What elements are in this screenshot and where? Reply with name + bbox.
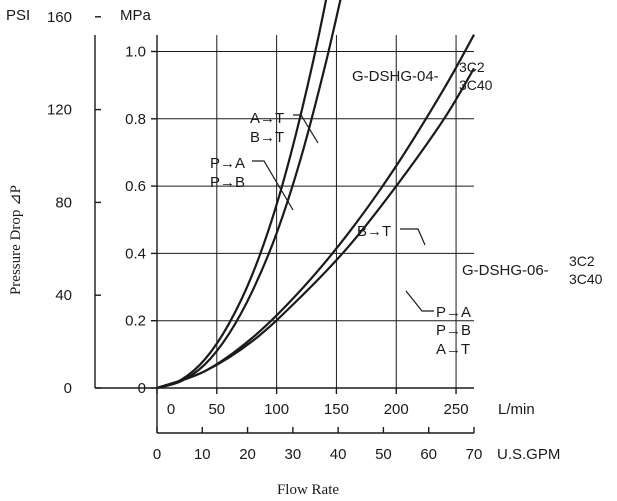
gpm-tick-label: 50 bbox=[375, 446, 392, 463]
grid bbox=[157, 35, 474, 388]
curves bbox=[156, 0, 475, 390]
model-06-variant-1: 3C2 bbox=[569, 253, 595, 269]
label-06-p-a: P→A bbox=[436, 304, 471, 321]
label-06-p-b: P→B bbox=[436, 322, 471, 339]
gpm-tick-label: 20 bbox=[239, 446, 256, 463]
leader-04-p-a bbox=[252, 160, 294, 211]
psi-tick-label: 0 bbox=[64, 380, 72, 397]
lmin-tick-label: 250 bbox=[444, 401, 469, 418]
x-axis-title: Flow Rate bbox=[277, 482, 339, 498]
label-04-a-t: A→T bbox=[250, 110, 284, 127]
model-04-variant-2: 3C40 bbox=[459, 77, 493, 93]
leader-04-a-t bbox=[293, 114, 319, 144]
label-06-b-t: B→T bbox=[357, 223, 391, 240]
psi-tick-label: 80 bbox=[55, 194, 72, 211]
mpa-tick-label: 0.4 bbox=[125, 245, 146, 262]
lmin-tick-label: 100 bbox=[264, 401, 289, 418]
axes bbox=[94, 16, 475, 434]
curve-06-b-t bbox=[156, 34, 475, 390]
gpm-tick-label: 0 bbox=[153, 446, 161, 463]
label-04-p-b: P→B bbox=[210, 174, 245, 191]
lmin-tick-label: 150 bbox=[324, 401, 349, 418]
model-04-prefix: G-DSHG-04- bbox=[352, 68, 439, 85]
y-axis-title: Pressure Drop ⊿P bbox=[8, 185, 24, 295]
mpa-tick-label: 1.0 bbox=[125, 44, 146, 61]
label-06-a-t: A→T bbox=[436, 341, 470, 358]
gpm-tick-label: 70 bbox=[466, 446, 483, 463]
mpa-tick-label: 0.2 bbox=[125, 313, 146, 330]
label-04-p-a: P→A bbox=[210, 155, 245, 172]
model-04-variant-1: 3C2 bbox=[459, 59, 485, 75]
leader-06-b-t bbox=[400, 228, 426, 246]
leader-06-p-a bbox=[405, 290, 434, 312]
gpm-tick-label: 60 bbox=[420, 446, 437, 463]
psi-tick-label: 120 bbox=[47, 102, 72, 119]
label-04-b-t: B→T bbox=[250, 129, 284, 146]
psi-tick-label: 160 bbox=[47, 9, 72, 26]
model-06-variant-2: 3C40 bbox=[569, 271, 603, 287]
mpa-tick-label: 0 bbox=[138, 380, 146, 397]
label-leaders bbox=[252, 114, 434, 312]
x-axis-secondary-unit: U.S.GPM bbox=[497, 446, 560, 463]
mpa-tick-label: 0.6 bbox=[125, 178, 146, 195]
curve-06-p-a-p-b-a-t bbox=[156, 67, 475, 390]
gpm-tick-label: 10 bbox=[194, 446, 211, 463]
tick-labels: 0408012016020000.20.40.60.81.01.21.40501… bbox=[47, 9, 483, 463]
model-06-prefix: G-DSHG-06- bbox=[462, 262, 549, 279]
gpm-tick-label: 30 bbox=[285, 446, 302, 463]
lmin-tick-label: 0 bbox=[167, 401, 175, 418]
lmin-tick-label: 50 bbox=[208, 401, 225, 418]
gpm-tick-label: 40 bbox=[330, 446, 347, 463]
mpa-tick-label: 0.8 bbox=[125, 111, 146, 128]
x-axis-primary-unit: L/min bbox=[498, 401, 535, 418]
y-axis-right-unit: MPa bbox=[120, 7, 152, 24]
lmin-tick-label: 200 bbox=[384, 401, 409, 418]
psi-tick-label: 40 bbox=[55, 287, 72, 304]
y-axis-left-unit: PSI bbox=[6, 7, 30, 24]
curve-04-p-a-p-b bbox=[156, 0, 328, 390]
